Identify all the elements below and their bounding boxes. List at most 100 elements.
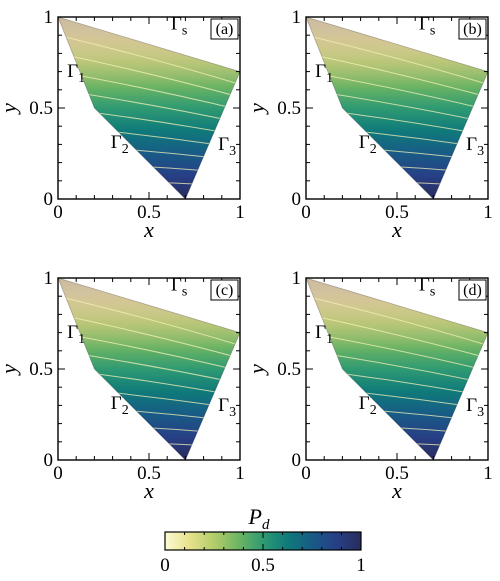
boundary-label: Γ1: [67, 61, 85, 86]
boundary-label: Γ3: [466, 134, 484, 159]
boundary-label: Γs: [171, 14, 187, 39]
boundary-label-base: Γ: [171, 14, 182, 35]
boundary-label-sub: 1: [78, 332, 85, 347]
boundary-label-sub: s: [430, 24, 435, 39]
boundary-label-base: Γ: [218, 134, 229, 155]
boundary-label-base: Γ: [315, 322, 326, 343]
boundary-label: Γ2: [359, 393, 377, 418]
x-tick-label: 0: [53, 463, 63, 484]
y-tick-label: 0.5: [29, 98, 53, 119]
contour-line: [306, 52, 488, 98]
boundary-label-base: Γ: [466, 395, 477, 416]
colorbar-tick-label: 0.5: [251, 555, 275, 576]
x-axis-label: x: [391, 478, 402, 503]
boundary-label-base: Γ: [419, 275, 430, 296]
colorbar-title-base: P: [248, 504, 262, 529]
contour-line: [306, 423, 488, 436]
y-tick-label: 1: [44, 268, 54, 289]
x-tick-label: 1: [483, 463, 493, 484]
x-axis-label: x: [143, 217, 154, 242]
boundary-label-base: Γ: [171, 275, 182, 296]
boundary-label-base: Γ: [359, 393, 370, 414]
panel-tag: (d): [463, 282, 482, 299]
boundary-label-sub: 3: [477, 144, 484, 159]
boundary-label-sub: s: [182, 285, 187, 300]
x-axis-label: x: [143, 478, 154, 503]
y-tick-label: 0: [292, 189, 302, 210]
colorbar-title-sub: d: [262, 517, 270, 533]
boundary-label-sub: 2: [370, 142, 377, 157]
x-tick-label: 1: [235, 463, 245, 484]
x-tick-label: 0.5: [385, 202, 409, 223]
y-axis-label: y: [244, 364, 269, 376]
y-axis-label: y: [0, 364, 21, 376]
colorbar-tick-label: 0: [160, 555, 170, 576]
panel-tag-box: [210, 279, 239, 301]
boundary-label-base: Γ: [67, 61, 78, 82]
contour-line: [58, 295, 240, 346]
colorbar-title: Pd: [248, 504, 270, 533]
boundary-label-base: Γ: [218, 395, 229, 416]
boundary-label-sub: 2: [122, 403, 129, 418]
colorbar: 0 0.5 1 Pd: [160, 504, 366, 576]
boundary-label: Γ2: [359, 132, 377, 157]
boundary-label: Γ3: [218, 395, 236, 420]
boundary-label-base: Γ: [315, 61, 326, 82]
contour-line: [306, 180, 488, 187]
y-axis-label: y: [0, 103, 21, 115]
boundary-label: Γs: [171, 275, 187, 300]
contour-line: [58, 34, 240, 85]
boundary-label: Γ3: [466, 395, 484, 420]
panel-tag-box: [458, 18, 487, 40]
boundary-label-base: Γ: [67, 322, 78, 343]
contour-line: [58, 423, 240, 436]
contour-line: [58, 162, 240, 175]
boundary-label-sub: 2: [122, 142, 129, 157]
boundary-label: Γ3: [218, 134, 236, 159]
x-tick-label: 0.5: [385, 463, 409, 484]
contour-line: [58, 441, 240, 448]
boundary-label: Γs: [419, 14, 435, 39]
contour-line: [58, 52, 240, 98]
panel-tag: (b): [463, 21, 482, 38]
boundary-label-sub: 1: [78, 71, 85, 86]
y-tick-label: 0.5: [277, 98, 301, 119]
x-tick-label: 1: [235, 202, 245, 223]
y-tick-label: 0: [292, 450, 302, 471]
x-tick-label: 0.5: [137, 463, 161, 484]
boundary-label-sub: 3: [477, 405, 484, 420]
x-tick-label: 0: [301, 202, 311, 223]
contour-line: [58, 180, 240, 187]
boundary-label-sub: 3: [229, 144, 236, 159]
boundary-label-base: Γ: [359, 132, 370, 153]
boundary-label-base: Γ: [111, 132, 122, 153]
y-axis-label: y: [244, 103, 269, 115]
boundary-label: Γs: [419, 275, 435, 300]
boundary-label-sub: s: [182, 24, 187, 39]
y-tick-label: 0: [44, 450, 54, 471]
boundary-label: Γ2: [111, 393, 129, 418]
panel-tag: (a): [216, 21, 234, 38]
contour-line: [306, 162, 488, 175]
boundary-label-sub: 1: [326, 332, 333, 347]
x-tick-label: 1: [483, 202, 493, 223]
panel-tag-box: [210, 18, 239, 40]
contour-line: [306, 313, 488, 359]
contour-line: [306, 441, 488, 448]
boundary-label: Γ1: [315, 322, 333, 347]
y-tick-label: 1: [292, 268, 302, 289]
y-tick-label: 0: [44, 189, 54, 210]
boundary-label-sub: s: [430, 285, 435, 300]
panel-tag-box: [458, 279, 487, 301]
panel-tag: (c): [216, 282, 234, 299]
x-tick-label: 0.5: [137, 202, 161, 223]
x-tick-label: 0: [53, 202, 63, 223]
boundary-label-base: Γ: [111, 393, 122, 414]
y-tick-label: 1: [44, 7, 54, 28]
contour-line: [58, 313, 240, 359]
